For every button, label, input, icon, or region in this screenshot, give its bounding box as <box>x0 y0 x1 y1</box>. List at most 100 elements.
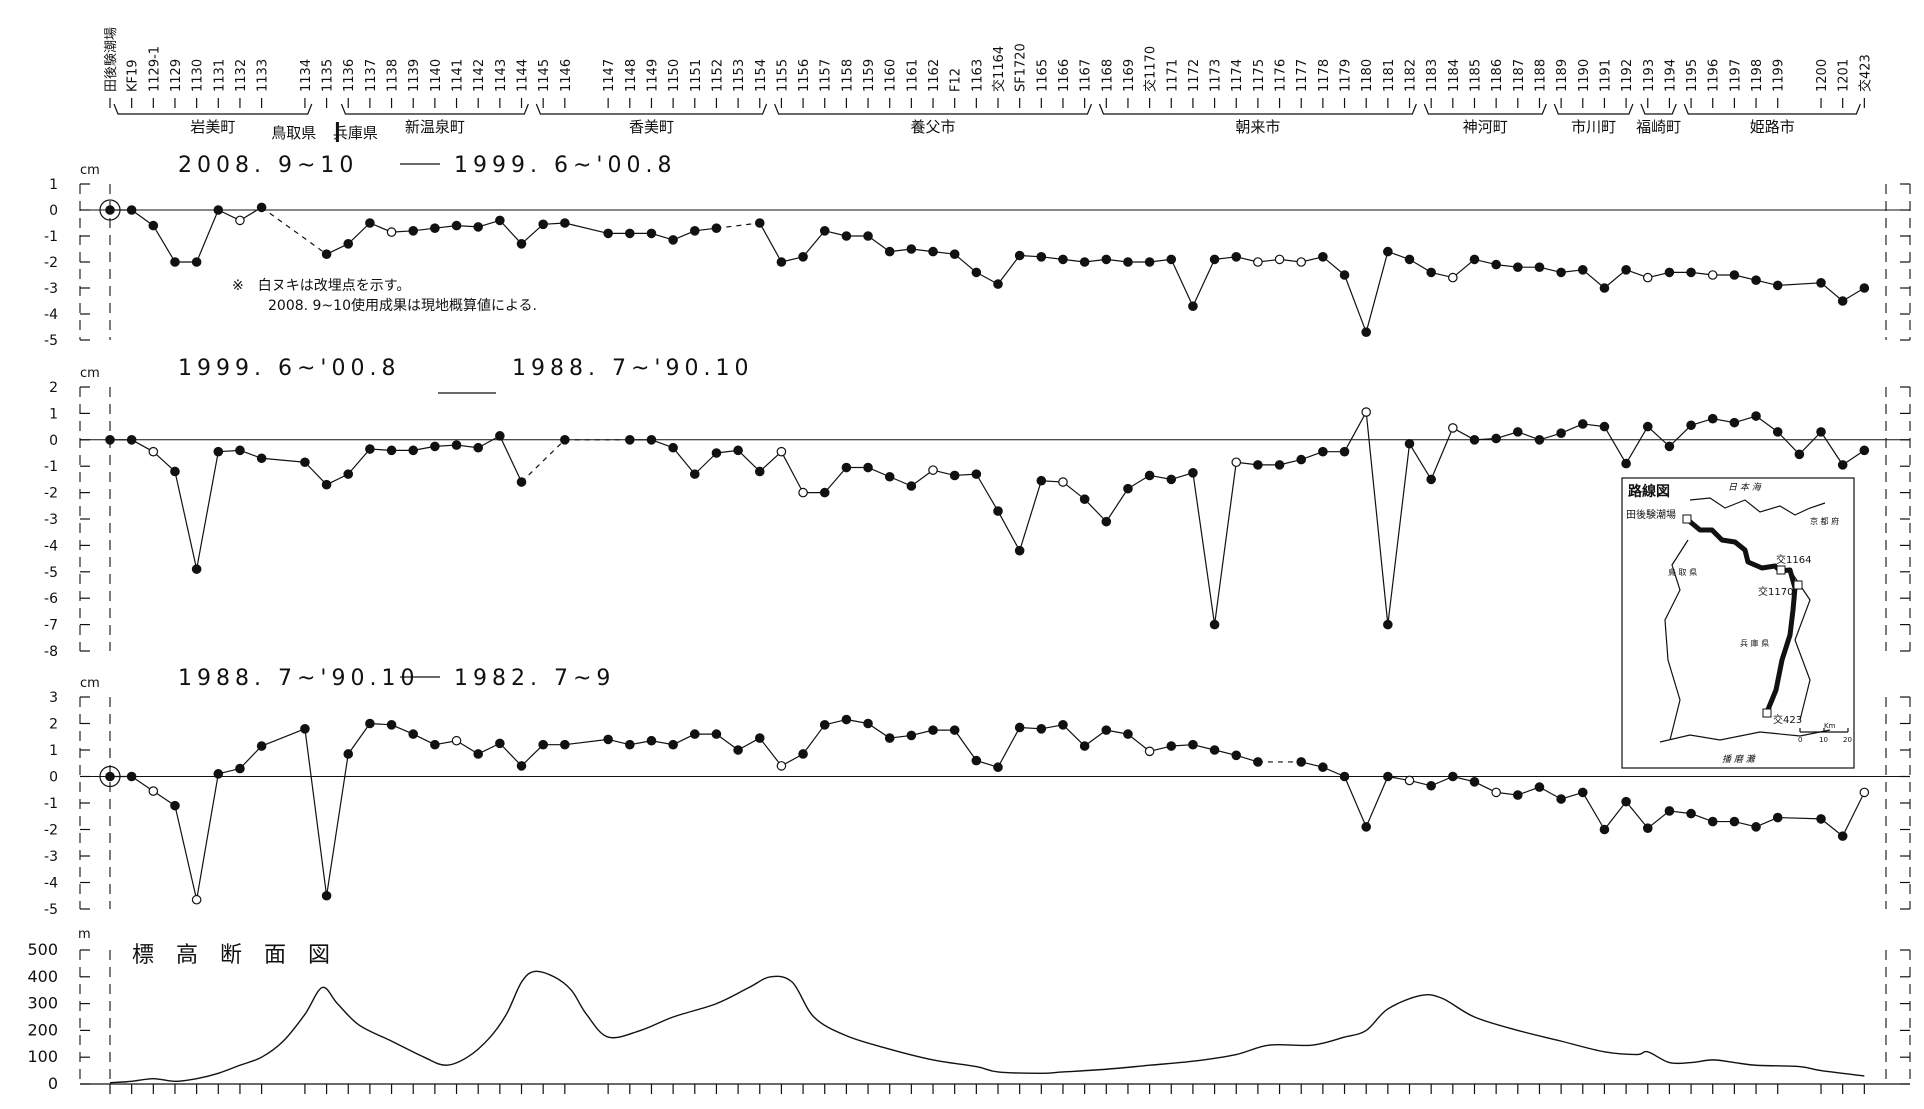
data-point <box>1166 254 1177 265</box>
benchmark-label: 1163 <box>970 59 985 92</box>
bm-1170-marker <box>1793 580 1803 590</box>
y-tick-label: -7 <box>44 618 58 634</box>
data-point <box>408 445 419 456</box>
data-point <box>1383 771 1393 782</box>
region-label: 香美町 <box>629 118 674 136</box>
data-point <box>884 246 895 257</box>
y-tick-label: -3 <box>44 849 58 865</box>
series-segment <box>196 773 219 900</box>
benchmark-label: 1200 <box>1815 59 1830 92</box>
series-segment <box>261 457 305 463</box>
data-point-open <box>1707 270 1718 280</box>
data-point <box>884 733 895 743</box>
data-point <box>430 223 440 233</box>
data-point-open <box>1448 272 1458 283</box>
y-tick-label: -3 <box>44 512 58 528</box>
scale-20: 20 <box>1843 736 1852 744</box>
benchmark-label: 1142 <box>472 59 487 92</box>
data-point <box>256 741 267 751</box>
data-point <box>473 749 483 759</box>
data-point <box>1513 262 1523 272</box>
series-segment <box>824 467 847 493</box>
data-point <box>1404 438 1415 449</box>
series-segment <box>564 738 609 746</box>
data-point <box>1794 449 1805 460</box>
benchmark-label: 1133 <box>256 59 271 92</box>
data-point <box>993 506 1003 516</box>
data-point <box>1556 428 1566 438</box>
benchmark-label: 1140 <box>429 59 444 92</box>
data-point <box>754 733 765 743</box>
series-segment <box>1387 443 1411 625</box>
data-point <box>430 441 440 452</box>
bm-423-label: 交423 <box>1773 713 1802 726</box>
series-segment <box>759 222 782 263</box>
benchmark-label: 1165 <box>1035 59 1050 92</box>
data-point <box>1469 254 1480 265</box>
start-label: 田後験潮場 <box>1626 508 1676 521</box>
data-point <box>841 231 852 241</box>
series-segment <box>1603 426 1627 464</box>
series-segment <box>1365 251 1389 333</box>
data-point-open <box>1642 272 1653 283</box>
data-point <box>213 446 224 457</box>
panel-title-right: 1999. 6~'00.8 <box>454 153 676 178</box>
data-point <box>1231 750 1242 761</box>
data-point <box>1188 301 1198 311</box>
data-point <box>1079 494 1090 504</box>
series-segment <box>716 222 760 229</box>
leveling-route <box>1686 518 1798 713</box>
data-point-open <box>928 465 938 475</box>
data-point <box>993 762 1003 773</box>
benchmark-label: 1171 <box>1165 59 1180 92</box>
reference-marker <box>99 199 121 221</box>
region-bracket <box>535 103 768 115</box>
data-point <box>1621 458 1631 469</box>
region-label: 朝来市 <box>1235 118 1280 136</box>
data-point <box>365 718 375 729</box>
data-point <box>1166 474 1177 485</box>
data-point <box>668 235 678 245</box>
series-segment <box>1603 801 1627 830</box>
benchmark-label: 1174 <box>1230 59 1245 92</box>
data-point <box>148 220 159 231</box>
benchmark-label: 1190 <box>1577 59 1592 92</box>
y-tick-label: 0 <box>49 203 58 219</box>
data-point-open <box>776 761 787 771</box>
data-point <box>1513 427 1523 437</box>
route-map-inset: 路線図 日 本 海 京 都 府 鳥 取 県 兵 庫 県 播 磨 灘 田後験潮場 … <box>1621 477 1855 769</box>
series-segment <box>1192 472 1216 625</box>
data-point <box>993 279 1003 289</box>
benchmark-label: 1191 <box>1598 59 1613 92</box>
data-point <box>1686 808 1696 819</box>
kyoto-label: 京 都 府 <box>1810 516 1839 526</box>
data-point <box>256 202 267 213</box>
data-point <box>1404 254 1415 265</box>
data-point <box>170 800 180 811</box>
data-point <box>949 249 960 259</box>
elevation-curve <box>109 970 1865 1084</box>
benchmark-label: 1198 <box>1750 59 1765 92</box>
benchmark-label: 1157 <box>819 59 834 92</box>
benchmark-label: 1201 <box>1837 59 1852 92</box>
data-point <box>841 462 852 473</box>
benchmark-label: 1148 <box>624 59 639 92</box>
data-point <box>1577 264 1588 275</box>
series-segment <box>997 255 1021 285</box>
data-point <box>863 462 873 473</box>
data-point <box>560 434 570 445</box>
series-segment <box>1365 776 1389 828</box>
data-point-open <box>451 735 462 746</box>
data-point <box>971 755 982 766</box>
data-point <box>1426 780 1436 791</box>
data-point <box>603 734 613 745</box>
data-point <box>1534 434 1545 445</box>
data-point <box>1686 420 1696 431</box>
data-point <box>689 469 700 479</box>
panel-title-left: 1988. 7~'90.10 <box>178 666 419 691</box>
data-point <box>1144 257 1155 267</box>
benchmark-label: 1167 <box>1079 59 1094 92</box>
data-point <box>646 735 657 746</box>
data-point <box>495 431 505 441</box>
